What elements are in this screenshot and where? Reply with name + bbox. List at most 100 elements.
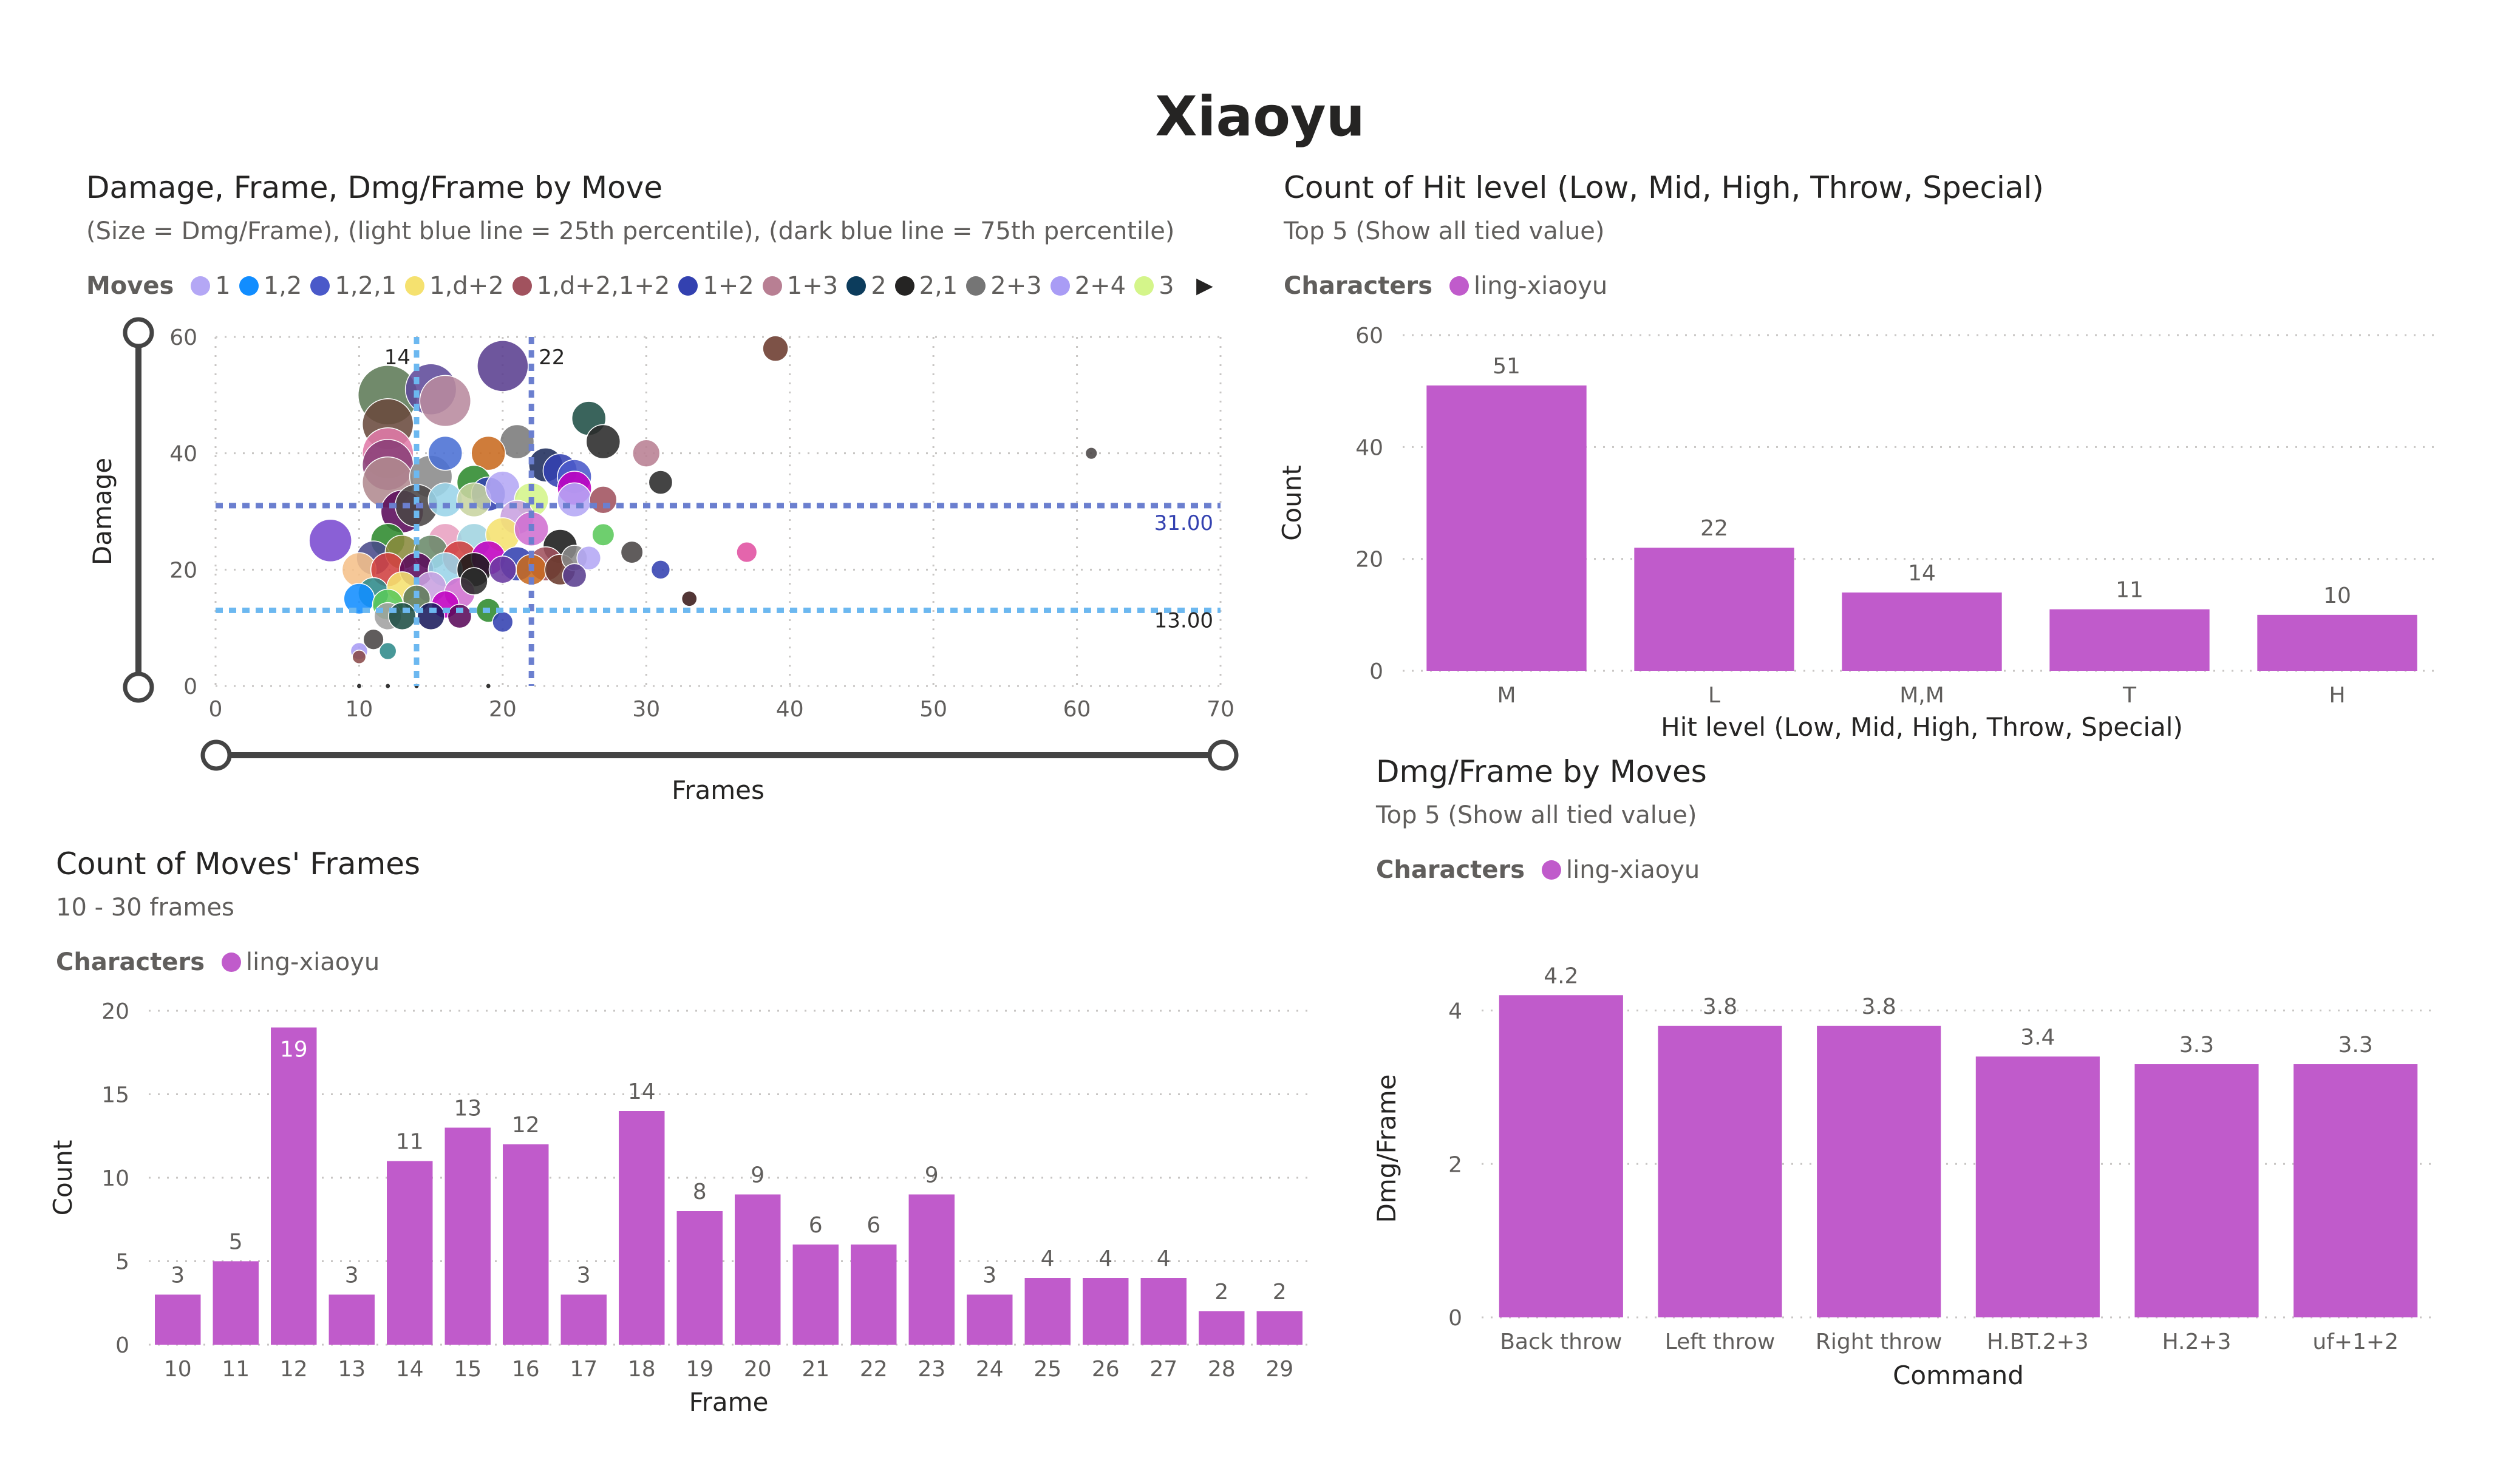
- scatter-legend-item[interactable]: 1,d+2,1+2: [512, 272, 670, 300]
- scatter-legend-item[interactable]: 1,2: [239, 272, 302, 300]
- scatter-point[interactable]: [460, 567, 488, 596]
- x-tick-label: Right throw: [1816, 1330, 1943, 1354]
- scatter-legend-item[interactable]: 2+3: [966, 272, 1042, 300]
- scatter-point[interactable]: [576, 545, 602, 571]
- bar[interactable]: [1426, 385, 1587, 671]
- scatter-legend-item[interactable]: 1,d+2: [405, 272, 504, 300]
- scatter-point[interactable]: [417, 602, 445, 631]
- bar[interactable]: [851, 1245, 897, 1345]
- bar[interactable]: [155, 1294, 201, 1345]
- scatter-legend-item[interactable]: 2+4: [1050, 272, 1126, 300]
- scatter-point[interactable]: [488, 555, 517, 584]
- scatter-point[interactable]: [471, 435, 506, 471]
- data-label: 14: [628, 1079, 656, 1104]
- scatter-point[interactable]: [343, 583, 375, 615]
- bar[interactable]: [1634, 548, 1794, 671]
- scatter-point[interactable]: [352, 650, 367, 665]
- scatter-point[interactable]: [1085, 447, 1098, 460]
- scatter-legend-item[interactable]: 1: [191, 272, 231, 300]
- dmgframe-legend: Characters ling-xiaoyu: [1376, 856, 1708, 884]
- scatter-point[interactable]: [477, 340, 529, 392]
- data-label: 3.3: [2338, 1033, 2373, 1058]
- scatter-point[interactable]: [681, 590, 698, 607]
- triangle-right-icon[interactable]: ▶: [1196, 273, 1213, 298]
- y-zoom-handle[interactable]: [123, 317, 154, 348]
- scatter-point[interactable]: [632, 439, 661, 467]
- scatter-legend: Moves 1 1,2 1,2,1 1,d+2 1,d+2,1+2 1+2 1+3 2 2,1 2…: [86, 272, 1183, 300]
- scatter-point[interactable]: [762, 335, 789, 362]
- scatter-point[interactable]: [736, 542, 758, 563]
- x-tick-label: uf+1+2: [2312, 1330, 2399, 1354]
- bar[interactable]: [792, 1245, 839, 1345]
- scatter-point[interactable]: [308, 518, 352, 563]
- scatter-legend-item[interactable]: 1+2: [678, 272, 754, 300]
- scatter-legend-item[interactable]: 1,2,1: [310, 272, 397, 300]
- y-tick-label: 0: [115, 1333, 129, 1358]
- bar[interactable]: [1658, 1025, 1782, 1317]
- bar[interactable]: [908, 1194, 955, 1345]
- dmgframe-subtitle: Top 5 (Show all tied value): [1376, 801, 1697, 829]
- bar[interactable]: [560, 1294, 607, 1345]
- bar[interactable]: [503, 1144, 549, 1345]
- scatter-point[interactable]: [356, 683, 363, 689]
- hitlevel-legend: Characters ling-xiaoyu: [1284, 272, 1616, 300]
- scatter-point[interactable]: [585, 424, 621, 460]
- bar[interactable]: [2294, 1064, 2418, 1317]
- scatter-point[interactable]: [388, 602, 417, 631]
- scatter-point[interactable]: [419, 375, 472, 427]
- scatter-legend-item[interactable]: 2,1: [894, 272, 958, 300]
- bar[interactable]: [735, 1194, 781, 1345]
- bar[interactable]: [1140, 1278, 1187, 1345]
- scatter-legend-item[interactable]: 3: [1134, 272, 1174, 300]
- bar[interactable]: [1817, 1025, 1941, 1317]
- bar[interactable]: [387, 1161, 433, 1345]
- scatter-point[interactable]: [384, 683, 391, 689]
- bar[interactable]: [1083, 1278, 1129, 1345]
- data-label: 9: [925, 1163, 939, 1188]
- scatter-point[interactable]: [562, 563, 587, 588]
- bar[interactable]: [329, 1294, 375, 1345]
- scatter-point[interactable]: [591, 523, 615, 546]
- scatter-legend-item[interactable]: 2: [846, 272, 887, 300]
- scatter-point[interactable]: [492, 611, 514, 633]
- scatter-point[interactable]: [363, 628, 384, 650]
- scatter-point[interactable]: [447, 603, 472, 629]
- scatter-point[interactable]: [427, 435, 463, 471]
- scatter-point[interactable]: [378, 642, 397, 661]
- bar[interactable]: [1842, 592, 2002, 671]
- scatter-point[interactable]: [650, 560, 671, 580]
- x-zoom-handle[interactable]: [1207, 739, 1239, 771]
- x-tick-label: 13: [338, 1357, 366, 1382]
- bar[interactable]: [213, 1261, 259, 1345]
- bar[interactable]: [619, 1111, 665, 1345]
- bar[interactable]: [444, 1127, 491, 1345]
- scatter-point[interactable]: [485, 683, 492, 689]
- bar[interactable]: [1499, 995, 1623, 1317]
- hitlevel-legend-item[interactable]: ling-xiaoyu: [1449, 272, 1607, 300]
- bar[interactable]: [2257, 614, 2417, 671]
- bar[interactable]: [2134, 1064, 2259, 1317]
- y-axis-title: Count: [1277, 465, 1307, 541]
- y-zoom-handle[interactable]: [123, 671, 154, 703]
- bar[interactable]: [676, 1211, 723, 1345]
- bar[interactable]: [1199, 1311, 1245, 1345]
- scatter-legend-title: Moves: [86, 272, 174, 300]
- x-zoom-handle[interactable]: [200, 739, 232, 771]
- x-tick-label: 25: [1034, 1357, 1061, 1382]
- scatter-point[interactable]: [589, 486, 618, 514]
- bar[interactable]: [967, 1294, 1013, 1345]
- scatter-point[interactable]: [648, 470, 673, 495]
- scatter-legend-item[interactable]: 1+3: [762, 272, 838, 300]
- bar[interactable]: [1975, 1056, 2100, 1317]
- frames-legend-item[interactable]: ling-xiaoyu: [222, 948, 380, 976]
- bar[interactable]: [1256, 1311, 1303, 1345]
- legend-dot-icon: [966, 276, 986, 296]
- bar[interactable]: [2049, 609, 2210, 671]
- bar[interactable]: [1024, 1278, 1071, 1345]
- dmgframe-legend-item[interactable]: ling-xiaoyu: [1542, 856, 1700, 884]
- scatter-legend-label: 1,2: [263, 272, 302, 300]
- bar[interactable]: [271, 1027, 317, 1345]
- scatter-point[interactable]: [620, 540, 644, 564]
- scatter-point[interactable]: [557, 482, 592, 518]
- y-tick-label: 15: [101, 1083, 129, 1108]
